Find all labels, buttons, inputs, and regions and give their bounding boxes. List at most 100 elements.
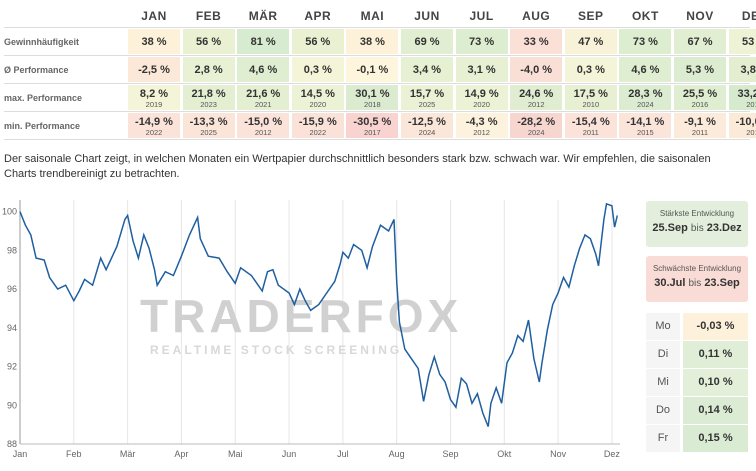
month-header: JUL (469, 9, 494, 23)
weekday-label: Fr (646, 425, 680, 452)
strongest-to: 23.Dez (706, 222, 742, 234)
cell-year: 2011 (691, 128, 709, 137)
y-tick-label: 96 (7, 284, 17, 294)
divider (4, 83, 750, 84)
table-cell: -12,5 % 2024 (401, 113, 453, 138)
table-cell: 28,3 % 2024 (619, 85, 672, 110)
y-tick-label: 88 (7, 439, 17, 449)
x-tick-label: Aug (389, 449, 405, 459)
table-cell: 53 % (728, 29, 756, 54)
month-header: AUG (522, 9, 551, 23)
cell-year: 2025 (200, 128, 217, 137)
month-header: OKT (631, 9, 659, 23)
cell-year: 2020 (309, 100, 327, 109)
cell-year: 2024 (418, 128, 436, 137)
table-cell: 21,8 % 2023 (182, 85, 235, 110)
y-tick-label: 94 (7, 323, 17, 333)
cell-value: 38 % (141, 36, 167, 48)
cell-value: 5,3 % (685, 64, 715, 76)
cell-value: 21,8 % (191, 88, 226, 100)
cell-value: 4,6 % (631, 64, 660, 76)
table-cell: -2,5 % (128, 57, 180, 82)
cell-value: -4,0 % (520, 64, 553, 76)
cell-year: 2022 (309, 128, 327, 137)
cell-value: -9,1 % (684, 116, 716, 128)
month-header: FEB (195, 9, 222, 23)
cell-value: 2,8 % (194, 64, 223, 76)
table-cell: -0,1 % (346, 57, 399, 82)
cell-year: 2012 (473, 128, 490, 137)
divider (4, 27, 750, 28)
weekday-row-di: Di 0,11 % (646, 341, 748, 368)
chart-description: Der saisonale Chart zeigt, in welchen Mo… (4, 153, 711, 180)
month-header: JUN (414, 9, 440, 23)
cell-value: -15,0 % (244, 116, 283, 128)
cell-value: 4,6 % (249, 64, 278, 76)
cell-year: 2021 (254, 100, 272, 109)
table-cell: 15,7 % 2025 (401, 85, 453, 110)
table-cell: 33,2 %2010 (728, 85, 756, 110)
cell-value: -15,9 % (298, 116, 337, 128)
win-frequency-row: Gewinnhäufigkeit 38 % 56 % 81 % 56 % 38 % 69 … (0, 28, 756, 55)
cell-value: -30,5 % (353, 116, 392, 128)
min-performance-row: min. Performance -14,9 % 2022 -13,3 % 2025-… (0, 112, 756, 139)
weakest-period-box: Schwächste Entwicklung 30.Jul bis 23.Sep (646, 256, 748, 302)
weakest-range: 30.Jul bis 23.Sep (646, 277, 748, 289)
x-tick-label: Nov (550, 449, 567, 459)
avg-performance-row: Ø Performance -2,5 % 2,8 % 4,6 % 0,3 % -0,1 … (0, 56, 756, 83)
month-header: MÄR (248, 9, 278, 23)
cell-year: 2017 (364, 128, 381, 137)
weekday-value: -0,03 % (683, 313, 748, 340)
cell-value: 53 % (742, 36, 756, 48)
table-cell: 0,3 % (564, 57, 617, 82)
weekday-label: Do (646, 397, 680, 424)
cell-year: 2012 (254, 128, 272, 137)
table-cell: -13,3 % 2025 (182, 113, 235, 138)
weekday-label: Mi (646, 369, 680, 396)
table-cell: 14,9 % 2020 (455, 85, 508, 110)
cell-value: 81 % (250, 36, 276, 48)
table-cell: 73 % (619, 29, 672, 54)
seasonal-series-line (19, 202, 619, 427)
cell-value: -2,5 % (138, 64, 170, 76)
cell-value: 14,5 % (300, 88, 335, 100)
cell-value: 3,8 % (740, 64, 756, 76)
cell-year: 2012 (527, 100, 545, 109)
cell-value: -12,5 % (408, 116, 446, 128)
x-tick-label: Mär (120, 449, 136, 459)
table-cell: -9,1 % 2011 (674, 113, 726, 138)
table-cell: 33 % (510, 29, 563, 54)
cell-value: -13,3 % (189, 116, 228, 128)
seasonal-line-chart[interactable]: TRADERFOX REALTIME STOCK SCREENING 88 90 9… (0, 192, 640, 462)
weekday-row-do: Do 0,14 % (646, 397, 748, 424)
table-cell: -15,9 % 2022 (291, 113, 344, 138)
y-axis: 88 90 92 94 96 98 100 (2, 200, 21, 449)
y-tick-label: 98 (7, 245, 17, 255)
x-tick-label: Jun (282, 449, 297, 459)
table-cell: -15,4 % 2011 (564, 113, 617, 138)
divider (4, 139, 750, 140)
table-cell: 21,6 % 2021 (237, 85, 290, 110)
cell-value: 47 % (578, 36, 604, 48)
x-tick-label: Dez (604, 449, 621, 459)
weakest-sep: bis (688, 278, 702, 289)
strongest-from: 25.Sep (652, 222, 688, 234)
table-cell: -4,3 % 2012 (455, 113, 508, 138)
weakest-from: 30.Jul (654, 277, 686, 289)
table-cell: 14,5 % 2020 (291, 85, 344, 110)
strongest-title: Stärkste Entwicklung (659, 209, 735, 218)
table-cell: 17,5 % 2010 (564, 85, 617, 110)
cell-value: 30,1 % (355, 88, 390, 100)
cell-value: 17,5 % (573, 88, 608, 100)
x-tick-label: Okt (497, 449, 512, 459)
x-axis: Jan Feb Mär Apr Mai Jun Jul Aug Sep Okt Nov Dez (13, 443, 621, 459)
strongest-range: 25.Sep bis 23.Dez (646, 222, 748, 234)
cell-value: 24,6 % (519, 88, 554, 100)
table-cell: 2,8 % (182, 57, 235, 82)
traderfox-watermark: TRADERFOX REALTIME STOCK SCREENING (140, 290, 462, 357)
cell-value: 69 % (414, 36, 440, 48)
y-tick-label: 90 (7, 400, 17, 410)
weekday-label: Di (646, 341, 680, 368)
watermark-text: TRADERFOX (140, 290, 462, 342)
table-cell: 25,5 % 2016 (674, 85, 726, 110)
